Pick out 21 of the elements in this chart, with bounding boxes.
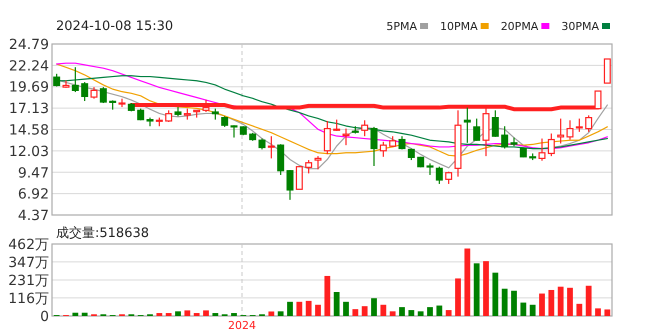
y-tick-label: 19.69	[8, 80, 49, 96]
y-tick-label: 12.03	[8, 144, 49, 160]
legend-label: 10PMA	[440, 20, 478, 33]
y-tick-label: 0	[40, 309, 49, 325]
y-tick-label: 6.92	[18, 186, 49, 203]
text: 2024	[228, 319, 256, 332]
legend-label: 30PMA	[561, 20, 600, 33]
y-tick-label: 17.13	[8, 101, 49, 118]
legend-label: 5PMA	[386, 20, 418, 33]
y-tick-label: 347万	[8, 254, 49, 271]
y-tick-label: 4.37	[18, 208, 49, 224]
y-tick-label: 9.47	[18, 165, 49, 182]
y-tick-label: 231万	[8, 273, 49, 289]
y-tick-label: 462万	[8, 237, 49, 253]
y-tick-label: 24.79	[8, 37, 49, 53]
y-tick-label: 14.58	[8, 122, 49, 138]
y-tick-label: 116万	[8, 290, 49, 307]
chart-title: 成交量:518638	[56, 225, 150, 241]
chart-title: 2024-10-08 15:30	[56, 19, 174, 34]
legend-label: 20PMA	[500, 20, 539, 33]
y-tick-label: 22.24	[8, 58, 50, 74]
